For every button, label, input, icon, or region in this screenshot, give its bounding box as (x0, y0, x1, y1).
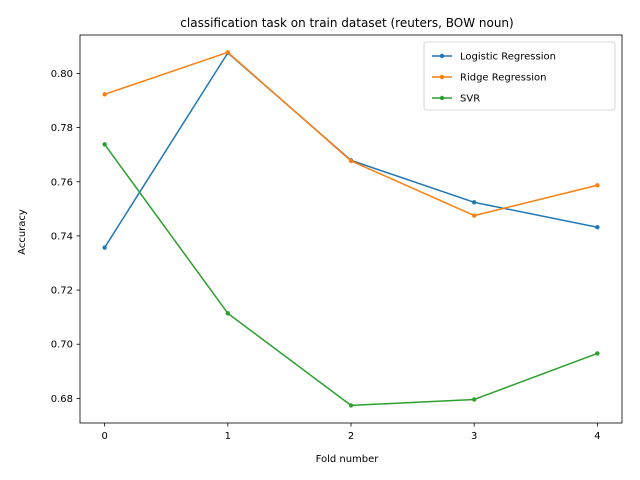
data-point-2-4 (595, 351, 600, 356)
legend-swatch-marker (439, 95, 445, 101)
legend-swatch-marker (439, 74, 445, 80)
legend-entry-label: SVR (460, 94, 480, 105)
data-point-0-4 (595, 225, 600, 230)
data-point-2-0 (102, 142, 107, 147)
data-point-2-2 (348, 403, 354, 408)
data-point-1-2 (348, 158, 354, 164)
data-point-0-0 (102, 245, 107, 250)
y-tick-label: 0.80 (51, 69, 73, 80)
legend-box (423, 41, 616, 111)
data-point-1-4 (595, 183, 600, 188)
x-tick-label: 2 (348, 431, 354, 442)
x-tick-label: 1 (225, 431, 231, 442)
data-point-1-3 (471, 213, 477, 218)
y-tick-label: 0.68 (51, 394, 73, 405)
data-point-0-3 (471, 200, 477, 205)
x-tick-label: 0 (101, 431, 107, 442)
data-point-1-0 (102, 92, 107, 97)
series-line-2 (104, 143, 598, 407)
data-point-1-1 (225, 50, 231, 55)
legend: Logistic Regression Ridge Regression SVR (423, 41, 616, 111)
x-tick-label: 4 (594, 431, 600, 442)
legend-entry-label: Ridge Regression (460, 73, 546, 84)
data-point-2-1 (225, 311, 231, 316)
y-tick-label: 0.76 (51, 177, 73, 188)
chart-title: classification task on train dataset (re… (180, 16, 513, 30)
data-point-2-3 (471, 397, 477, 402)
y-axis-label: Accuracy (17, 209, 28, 255)
legend-entry-label: Logistic Regression (460, 52, 556, 63)
y-tick-label: 0.70 (51, 340, 73, 351)
y-tick-label: 0.72 (51, 286, 73, 297)
y-tick-label: 0.78 (51, 123, 73, 134)
x-tick-label: 3 (471, 431, 477, 442)
x-axis-label: Fold number (316, 454, 380, 465)
plot-area: 0 1 2 3 4 0.68 0.70 0.72 0.74 0.76 0.78 0.80 Logisti… (51, 34, 623, 442)
y-tick-label: 0.74 (51, 231, 73, 242)
legend-swatch-marker (439, 53, 445, 59)
